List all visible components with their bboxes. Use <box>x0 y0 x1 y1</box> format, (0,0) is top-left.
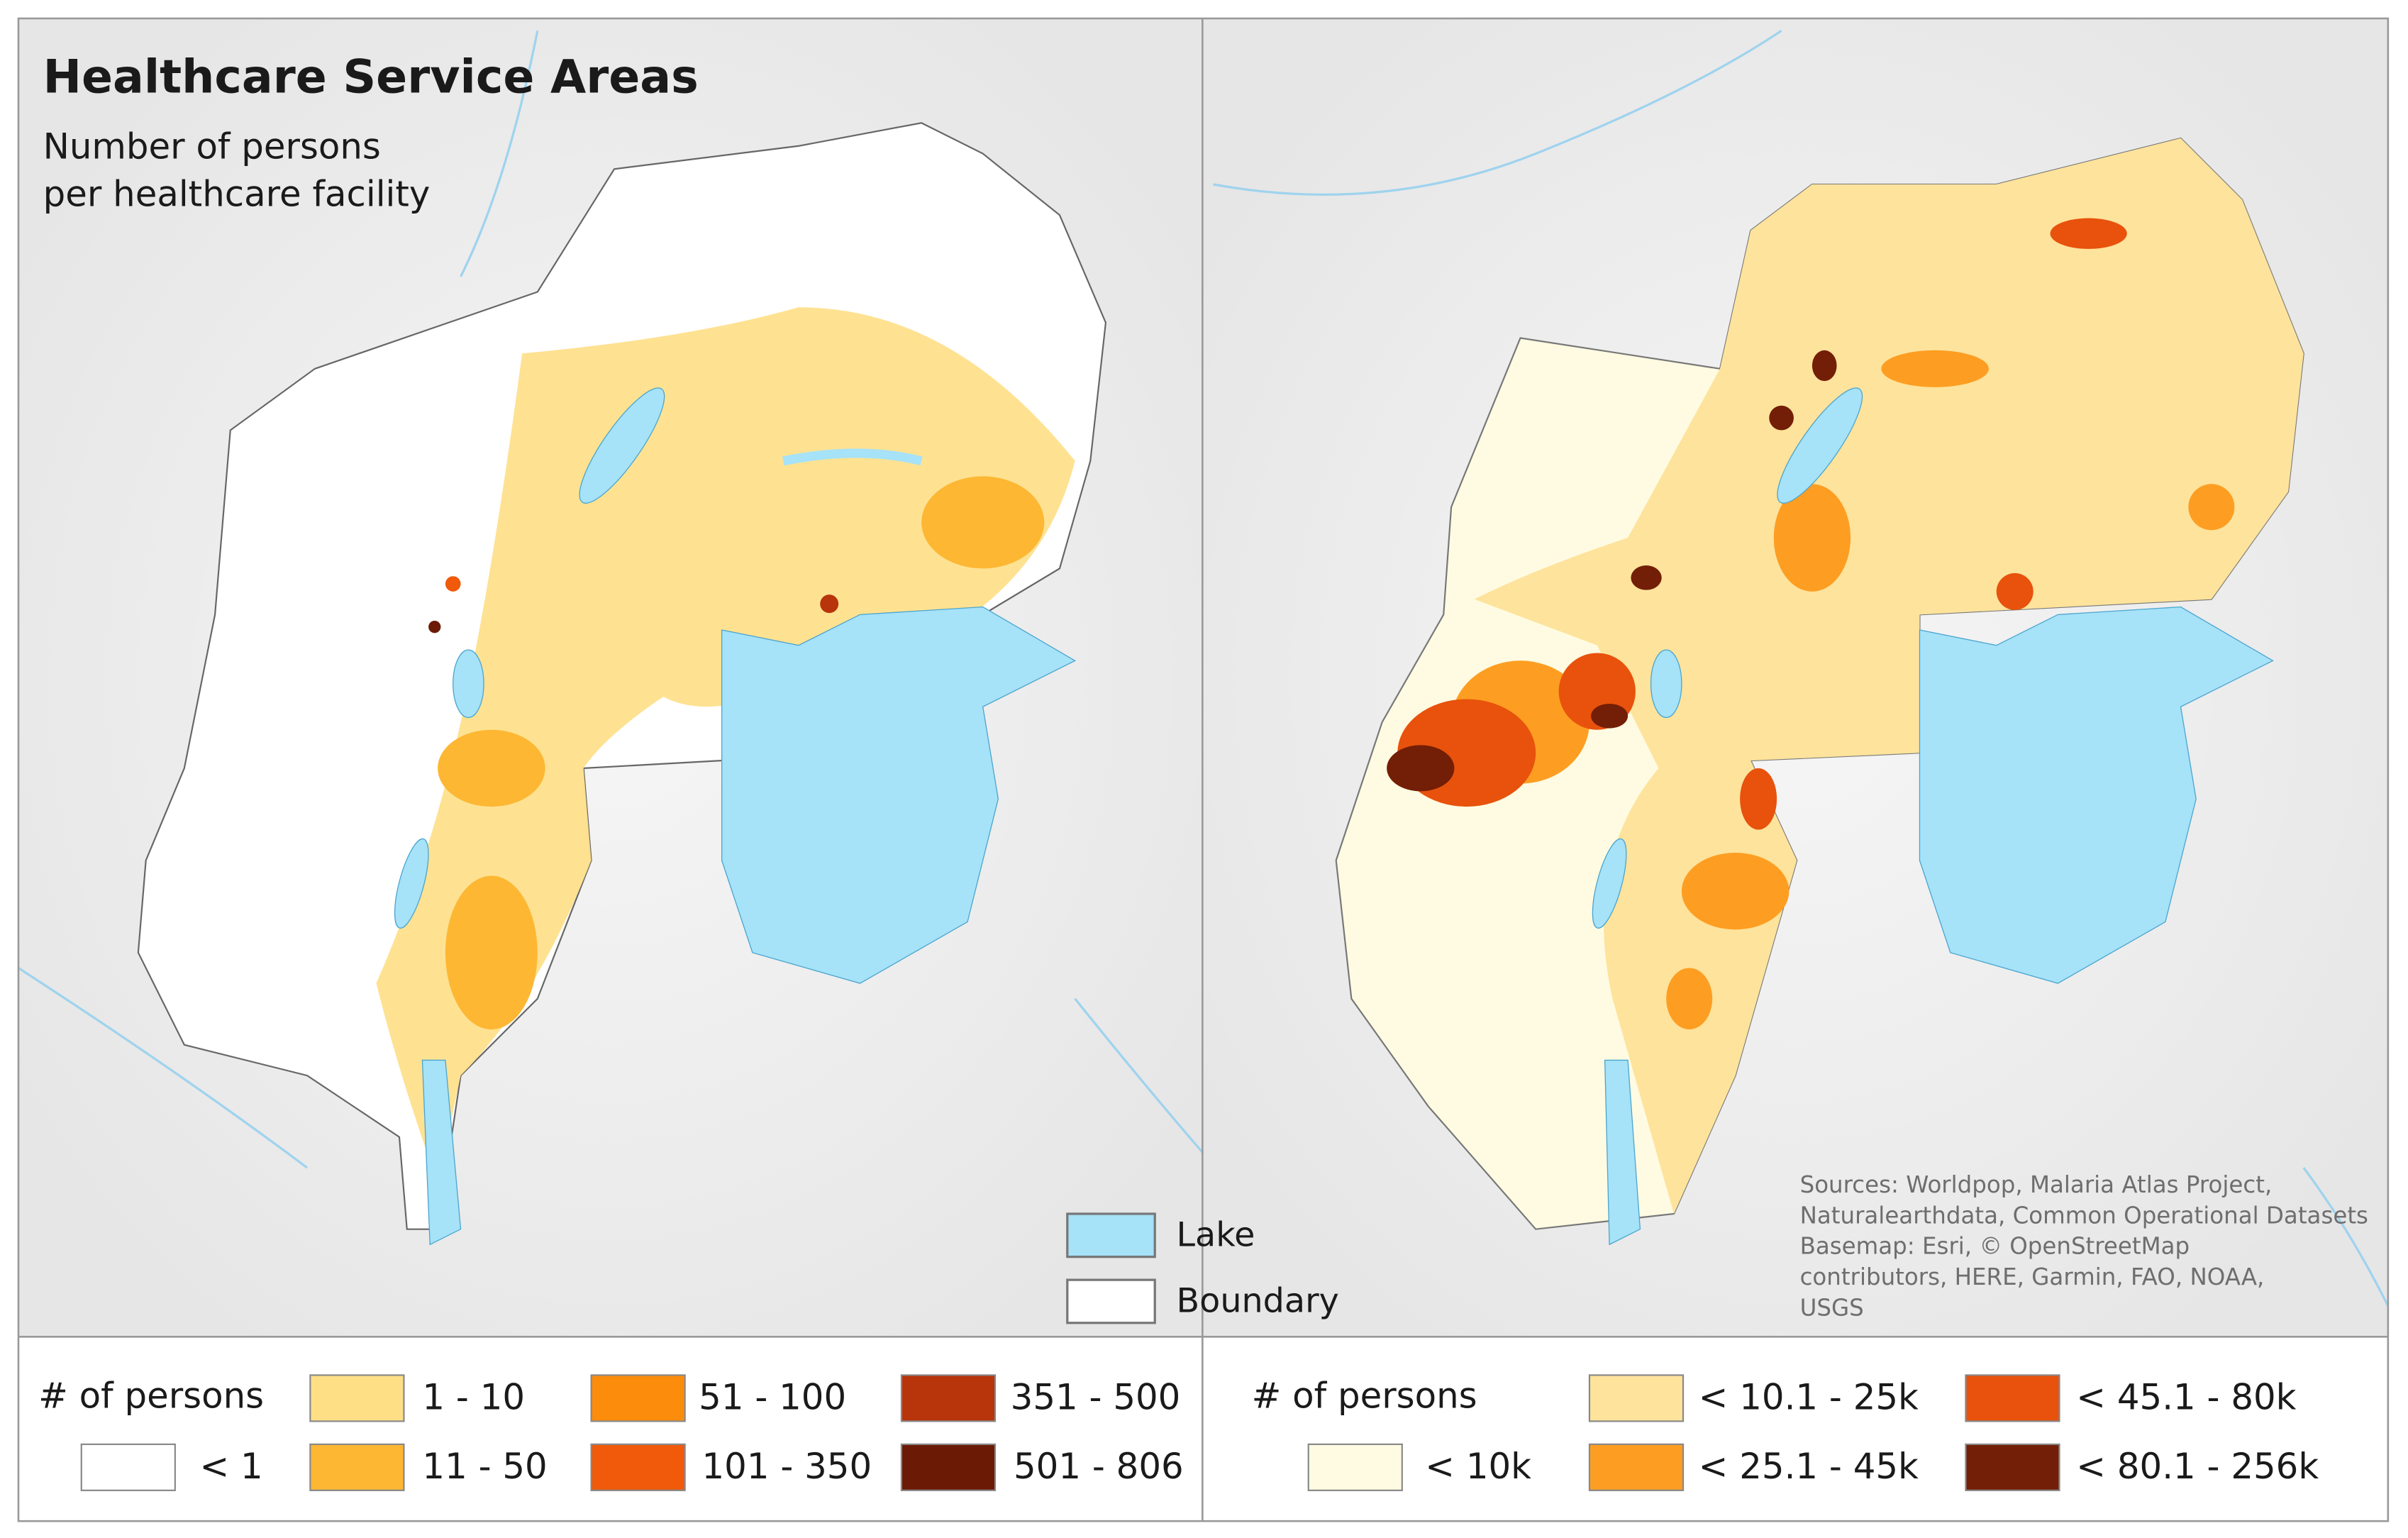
hotspot <box>820 594 839 614</box>
legend-label: < 45.1 - 80k <box>2076 1377 2296 1418</box>
legend-swatch <box>309 1443 405 1491</box>
legend-swatch <box>80 1443 176 1491</box>
source-line: contributors, HERE, Garmin, FAO, NOAA, <box>1800 1263 2265 1290</box>
legend-swatch <box>590 1443 686 1491</box>
legend-title: # of persons <box>38 1375 264 1416</box>
legend-label: < 25.1 - 45k <box>1699 1446 1919 1487</box>
legend-label: Boundary <box>1177 1282 1339 1321</box>
frames <box>17 17 2390 1522</box>
zone-extreme <box>1387 350 1837 792</box>
legend-swatch <box>1066 1278 1156 1324</box>
map-title: Healthcare Service Areas <box>43 51 699 104</box>
lakes <box>1592 387 2274 1246</box>
legend-swatch <box>1588 1443 1685 1491</box>
legend-swatch <box>900 1374 997 1422</box>
zone-very-high <box>1397 218 2127 830</box>
legend-label: < 10.1 - 25k <box>1699 1377 1919 1418</box>
legend-label: < 10k <box>1425 1446 1531 1487</box>
legend-swatch <box>309 1374 405 1422</box>
legend-label: 11 - 50 <box>422 1446 547 1487</box>
source-line: USGS <box>1800 1294 1864 1321</box>
hotspot <box>428 620 441 634</box>
legend-swatch <box>1588 1374 1685 1422</box>
rivers <box>18 29 2390 1307</box>
legend-title: # of persons <box>1252 1375 1477 1416</box>
legend-label: 51 - 100 <box>699 1377 846 1418</box>
legend-swatch <box>1965 1374 2060 1422</box>
legend-label: 351 - 500 <box>1011 1377 1181 1418</box>
legend-label: 1 - 10 <box>422 1377 525 1418</box>
legend-label: < 80.1 - 256k <box>2076 1446 2319 1487</box>
source-line: Sources: Worldpop, Malaria Atlas Project… <box>1800 1171 2273 1198</box>
legend-label: 501 - 806 <box>1014 1446 1184 1487</box>
map-subtitle: Number of persons <box>43 126 381 167</box>
source-line: Basemap: Esri, © OpenStreetMap <box>1800 1233 2190 1260</box>
right-legend: # of persons < 10k < 10.1 - 25k < 25.1 - 45… <box>1252 1374 2319 1491</box>
legend-label: Lake <box>1177 1215 1255 1254</box>
zone-medium <box>1474 138 2304 1215</box>
map-legend: Lake Boundary <box>1066 1212 1339 1324</box>
legend-label: < 1 <box>199 1446 262 1487</box>
hotspot <box>445 576 461 592</box>
sources: Sources: Worldpop, Malaria Atlas Project… <box>1800 1171 2368 1321</box>
legend-swatch <box>1307 1443 1403 1491</box>
map-subtitle: per healthcare facility <box>43 174 431 215</box>
legend-swatch <box>1066 1212 1156 1258</box>
density-clusters <box>438 476 1045 1030</box>
left-legend: # of persons < 1 1 - 10 11 - 50 51 - 100 101 … <box>38 1374 1184 1491</box>
legend-swatch <box>590 1374 686 1422</box>
lakes <box>394 387 1076 1246</box>
legend-swatch <box>900 1443 997 1491</box>
legend-label: 101 - 350 <box>701 1446 872 1487</box>
legend-swatch <box>1965 1443 2060 1491</box>
source-line: Naturalearthdata, Common Operational Dat… <box>1800 1202 2368 1229</box>
right-map <box>1335 137 2304 1246</box>
left-map <box>137 122 1107 1246</box>
